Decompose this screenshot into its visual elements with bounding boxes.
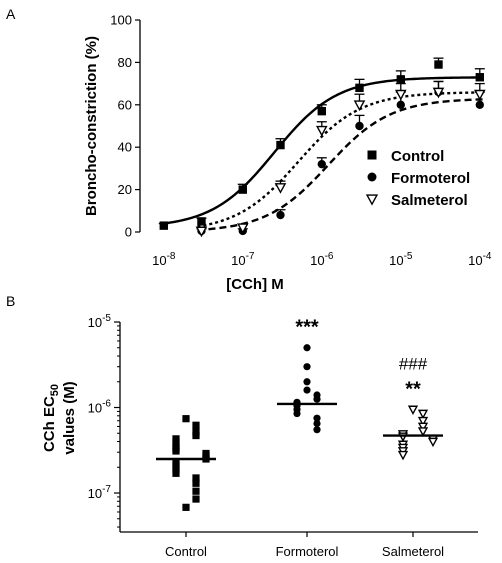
dot-formoterol [313,426,321,434]
panel-b-category-label: Control [165,544,207,559]
data-point-formoterol [475,100,484,110]
data-point-salmeterol [195,226,208,238]
panel-b-y-tick-label: 10-5 [88,313,112,330]
panel-b-category-label: Formoterol [276,544,339,559]
data-point-formoterol [317,159,326,169]
dot-formoterol [313,419,321,428]
panel-b-data-points: *****### [156,317,443,511]
data-point-control [475,73,484,82]
svg-text:CCh EC50: CCh EC50 [41,384,61,452]
panel-a-y-tick-label: 60 [118,97,132,112]
data-point-salmeterol [473,89,486,101]
dot-salmeterol [417,409,429,420]
dot-control [192,487,200,495]
panel-a-x-tick-label: 10-5 [389,251,413,268]
panel-a-x-tick-label: 10-4 [468,251,492,268]
panel-a-x-tick-label: 10-7 [231,251,255,268]
panel-b-y-axis-title: CCh EC50 values (M) [41,381,78,454]
data-point-salmeterol [315,125,328,137]
dot-salmeterol [427,437,439,448]
significance2-salmeterol: ### [399,354,428,373]
panel-b-y-title-base: CCh EC [41,396,58,452]
dot-salmeterol [417,422,429,433]
panel-b-axes: 10-7 10-6 10-5 Control Formoterol Salmeterol [88,313,478,559]
dot-control [172,447,180,455]
panel-a-x-tick-label: 10-8 [152,251,176,268]
legend-marker-salmeterol [365,194,379,206]
dot-formoterol [303,386,311,394]
panel-b-y-title-line2: values (M) [61,381,78,454]
dot-salmeterol [407,405,419,416]
dot-control [192,474,200,482]
dot-control [182,503,190,511]
panel-b-label: B [6,293,15,309]
panel-b-y-title-sub: 50 [49,384,61,396]
panel-a-y-axis-title: Broncho-constriction (%) [83,36,100,216]
dot-control [192,495,200,503]
legend-marker-control [367,150,377,160]
dot-salmeterol [417,427,429,437]
dot-formoterol [303,363,311,371]
panel-b-y-tick-label: 10-6 [88,399,112,416]
panel-a: A Broncho-constriction (%) [CCh] M 0 20 40… [6,6,492,293]
dot-control [172,461,180,470]
data-point-control [159,221,168,230]
panel-a-x-axis-title: [CCh] M [226,276,283,293]
dot-control [192,479,200,487]
dot-control [182,415,190,423]
panel-a-data-points [158,57,486,238]
data-point-control [355,83,364,93]
panel-a-y-tick-label: 0 [125,225,132,240]
dot-formoterol [313,414,321,422]
data-point-control [276,140,285,150]
panel-a-y-tick-label: 80 [118,55,132,70]
legend-label-control: Control [391,148,444,165]
panel-a-y-tick-label: 100 [110,13,132,28]
data-point-formoterol [355,121,364,131]
dot-formoterol [303,378,311,386]
fit-curve-control [159,76,484,226]
panel-a-x-tick-label: 10-6 [310,251,334,268]
data-point-control [238,185,247,194]
significance-formoterol: *** [295,317,319,339]
data-point-salmeterol [353,100,366,112]
significance-salmeterol: ** [405,378,421,400]
panel-a-axes: 0 20 40 60 80 100 10-8 10-7 10-6 10-5 10-4 [110,13,492,269]
data-point-control [396,75,405,84]
dot-control [172,438,180,447]
panel-a-y-tick-label: 40 [118,140,132,155]
data-point-salmeterol [236,223,249,235]
dot-formoterol [293,409,301,418]
data-point-salmeterol [432,87,445,99]
data-point-control [317,106,326,116]
panel-b: B CCh EC50 values (M) 10-7 10-6 10-5 Contro… [6,293,478,559]
dot-control [172,465,180,473]
panel-b-category-label: Salmeterol [382,544,444,559]
panel-b-y-tick-label: 10-7 [88,484,112,501]
legend-marker-formoterol [367,172,377,182]
dot-formoterol [303,344,311,352]
dot-control [192,431,200,440]
data-point-formoterol [396,100,405,110]
data-point-salmeterol [274,183,287,194]
data-point-control [197,217,206,226]
dot-salmeterol [397,432,409,442]
fit-curve-formoterol [197,98,484,232]
legend-label-salmeterol: Salmeterol [391,192,468,209]
dot-salmeterol [417,416,429,427]
data-point-salmeterol [394,89,407,101]
dot-control [172,469,180,477]
dot-formoterol [313,395,321,403]
data-point-control [434,60,443,69]
legend-label-formoterol: Formoterol [391,170,470,187]
data-point-formoterol [276,210,285,220]
dot-salmeterol [397,450,409,461]
panel-a-label: A [6,6,16,22]
panel-a-legend: Control Formoterol Salmeterol [365,148,470,209]
dot-control [192,421,200,429]
dot-control [172,435,180,443]
panel-a-y-tick-label: 20 [118,182,132,197]
dot-control [192,428,200,436]
